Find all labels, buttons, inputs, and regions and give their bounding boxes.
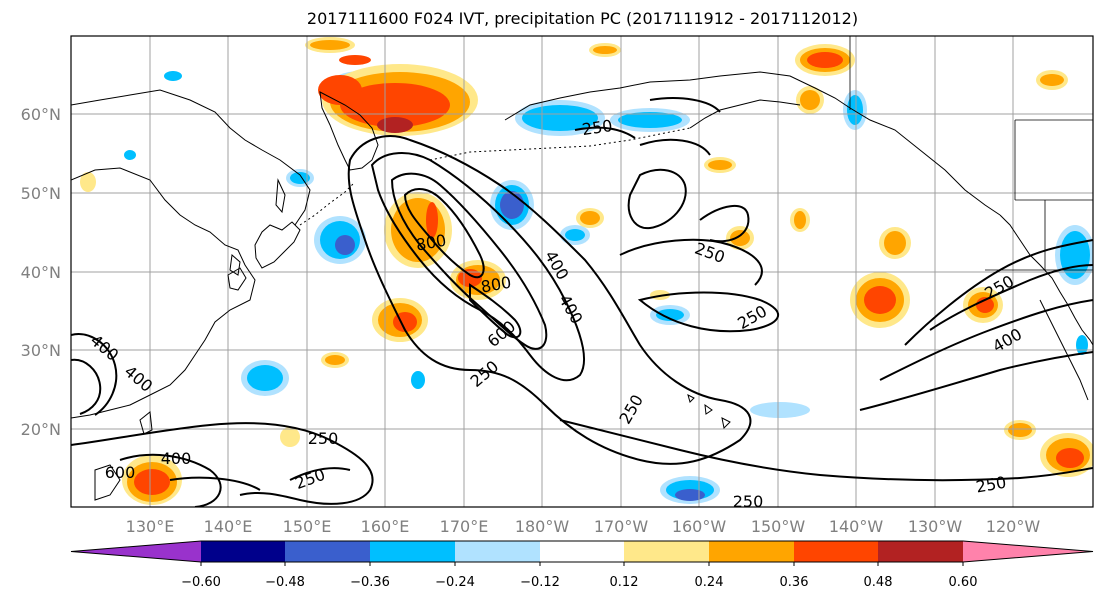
colorbar-bin: [878, 541, 963, 562]
longitude-label: 160°W: [672, 517, 727, 536]
colorbar-extend-max: [963, 541, 1093, 562]
latitude-label: 60°N: [21, 105, 61, 124]
longitude-label: 170°W: [594, 517, 649, 536]
colorbar-bin: [624, 541, 709, 562]
colorbar-tick-label: −0.24: [435, 575, 475, 590]
longitude-labels: 130°E 140°E 150°E 160°E 170°E 180°W 170°W 160°W…: [126, 517, 1041, 536]
longitude-label: 170°E: [440, 517, 489, 536]
colorbar-bin: [370, 541, 455, 562]
colorbar-bin: [455, 541, 540, 562]
longitude-label: 130°E: [126, 517, 175, 536]
colorbar-tick-label: 0.36: [780, 575, 809, 590]
longitude-label: 120°W: [986, 517, 1041, 536]
longitude-label: 130°W: [908, 517, 963, 536]
latitude-labels: 60°N 50°N 40°N 30°N 20°N: [21, 105, 61, 439]
longitude-label: 150°W: [751, 517, 806, 536]
precip-negative-mid: [124, 71, 1090, 500]
colorbar-tick-label: 0.24: [695, 575, 724, 590]
ivt-contours: [71, 97, 1093, 507]
longitude-label: 160°E: [361, 517, 410, 536]
colorbar-bin: [794, 541, 878, 562]
colorbar-tick-label: −0.36: [350, 575, 390, 590]
longitude-label: 150°E: [283, 517, 332, 536]
contour-value-label: 250: [733, 492, 764, 511]
colorbar-bin: [285, 541, 370, 562]
colorbar-tick-label: 0.48: [864, 575, 893, 590]
colorbar-tick-label: 0.12: [610, 575, 639, 590]
map-frame: [70, 35, 1094, 508]
colorbar-tick-label: 0.60: [949, 575, 978, 590]
latitude-label: 40°N: [21, 263, 61, 282]
contour-value-label: 600: [105, 463, 136, 482]
colorbar-bin: [709, 541, 794, 562]
longitude-label: 140°E: [204, 517, 253, 536]
colorbar-bin: [540, 541, 624, 562]
colorbar-tick-label: −0.12: [520, 575, 560, 590]
precip-positive-max: [377, 117, 413, 133]
longitude-label: 140°W: [829, 517, 884, 536]
contour-value-label: 250: [581, 116, 614, 139]
latitude-label: 50°N: [21, 184, 61, 203]
colorbar-bin: [201, 541, 285, 562]
contour-value-label: 400: [161, 449, 192, 468]
longitude-label: 180°W: [515, 517, 570, 536]
contour-labels: 2508008004006002502502502504002504002502…: [87, 116, 1025, 511]
latitude-label: 20°N: [21, 420, 61, 439]
map-title: 2017111600 F024 IVT, precipitation PC (2…: [306, 9, 859, 28]
borders: [849, 36, 1093, 271]
contour-value-label: 250: [308, 429, 339, 448]
colorbar-tick-label: −0.48: [265, 575, 305, 590]
colorbar-extend-min: [71, 541, 201, 562]
colorbar-tick-label: −0.60: [181, 575, 221, 590]
graticule: [71, 36, 1093, 507]
colorbar: [70, 540, 1094, 563]
latitude-label: 30°N: [21, 341, 61, 360]
colorbar-ticks: −0.60 −0.48 −0.36 −0.24 −0.12 0.12 0.24 0.36 0.4…: [181, 562, 977, 590]
coastlines: [71, 71, 1093, 501]
